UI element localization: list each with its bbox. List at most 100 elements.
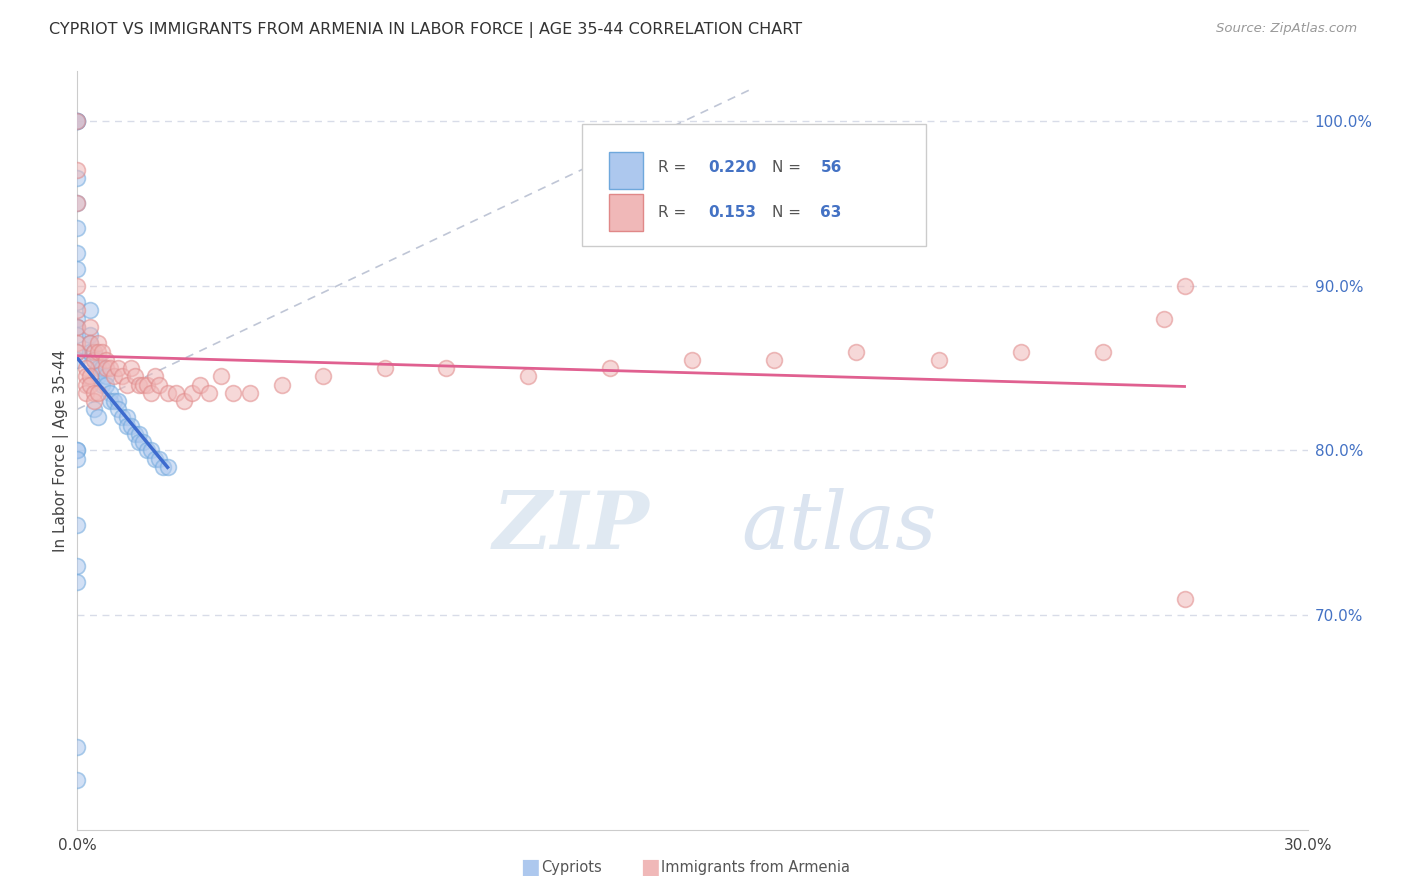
- Point: [1174, 278, 1197, 293]
- Text: Source: ZipAtlas.com: Source: ZipAtlas.com: [1216, 22, 1357, 36]
- Point: [120, 418, 142, 433]
- Point: [271, 377, 294, 392]
- Point: [107, 402, 129, 417]
- Text: N =: N =: [772, 161, 806, 175]
- Point: [66, 113, 89, 128]
- Point: [436, 361, 458, 376]
- Point: [66, 311, 89, 326]
- Text: N =: N =: [772, 205, 806, 220]
- Point: [66, 344, 89, 359]
- Point: [87, 336, 110, 351]
- Point: [374, 361, 396, 376]
- Point: [124, 369, 146, 384]
- Text: R =: R =: [658, 161, 692, 175]
- Point: [136, 443, 159, 458]
- Point: [209, 369, 232, 384]
- Point: [87, 361, 110, 376]
- Point: [79, 344, 101, 359]
- Point: [181, 385, 204, 400]
- Point: [173, 394, 195, 409]
- Point: [83, 344, 105, 359]
- Point: [83, 394, 105, 409]
- Point: [1010, 344, 1032, 359]
- Point: [79, 303, 101, 318]
- Point: [66, 740, 89, 755]
- Text: R =: R =: [658, 205, 692, 220]
- Point: [124, 427, 146, 442]
- Point: [120, 361, 142, 376]
- Point: [66, 163, 89, 178]
- Point: [66, 451, 89, 466]
- Point: [83, 352, 105, 367]
- Point: [517, 369, 540, 384]
- Text: 0.220: 0.220: [709, 161, 756, 175]
- Point: [66, 319, 89, 334]
- Point: [66, 295, 89, 310]
- Point: [98, 385, 121, 400]
- Text: Immigrants from Armenia: Immigrants from Armenia: [661, 860, 849, 874]
- Point: [87, 344, 110, 359]
- Point: [94, 352, 117, 367]
- Point: [83, 344, 105, 359]
- Point: [90, 361, 114, 376]
- Point: [156, 385, 179, 400]
- Point: [1091, 344, 1114, 359]
- Point: [66, 113, 89, 128]
- Y-axis label: In Labor Force | Age 35-44: In Labor Force | Age 35-44: [53, 350, 69, 551]
- Point: [94, 361, 117, 376]
- Point: [79, 377, 101, 392]
- Point: [66, 221, 89, 235]
- Point: [90, 344, 114, 359]
- Point: [66, 262, 89, 277]
- Text: 0.153: 0.153: [709, 205, 756, 220]
- Point: [66, 443, 89, 458]
- Point: [141, 385, 163, 400]
- Point: [66, 517, 89, 532]
- Text: ■: ■: [520, 857, 540, 877]
- Point: [66, 303, 89, 318]
- Point: [152, 459, 174, 474]
- Point: [66, 196, 89, 211]
- Text: ■: ■: [640, 857, 659, 877]
- Point: [107, 361, 129, 376]
- Point: [83, 385, 105, 400]
- Point: [107, 394, 129, 409]
- Point: [143, 451, 166, 466]
- Point: [188, 377, 212, 392]
- Point: [1153, 311, 1175, 326]
- Text: ZIP: ZIP: [492, 488, 650, 565]
- Point: [165, 385, 187, 400]
- Point: [79, 369, 101, 384]
- Point: [66, 278, 89, 293]
- Text: 63: 63: [821, 205, 842, 220]
- Point: [87, 352, 110, 367]
- Point: [75, 361, 97, 376]
- Point: [141, 443, 163, 458]
- Point: [143, 369, 166, 384]
- Point: [111, 410, 134, 425]
- Point: [79, 328, 101, 343]
- Point: [928, 352, 950, 367]
- Point: [79, 319, 101, 334]
- Text: 56: 56: [821, 161, 842, 175]
- Point: [79, 336, 101, 351]
- Point: [66, 575, 89, 590]
- Text: CYPRIOT VS IMMIGRANTS FROM ARMENIA IN LABOR FORCE | AGE 35-44 CORRELATION CHART: CYPRIOT VS IMMIGRANTS FROM ARMENIA IN LA…: [49, 22, 803, 38]
- Point: [312, 369, 335, 384]
- Point: [682, 352, 704, 367]
- Point: [239, 385, 262, 400]
- Point: [66, 558, 89, 573]
- Text: atlas: atlas: [742, 488, 936, 565]
- Point: [94, 369, 117, 384]
- Point: [128, 435, 150, 450]
- Point: [79, 336, 101, 351]
- Point: [845, 344, 868, 359]
- Point: [66, 113, 89, 128]
- FancyBboxPatch shape: [609, 153, 644, 189]
- Point: [115, 410, 138, 425]
- Point: [98, 361, 121, 376]
- Point: [599, 361, 621, 376]
- Point: [148, 377, 170, 392]
- Point: [66, 245, 89, 260]
- FancyBboxPatch shape: [609, 194, 644, 230]
